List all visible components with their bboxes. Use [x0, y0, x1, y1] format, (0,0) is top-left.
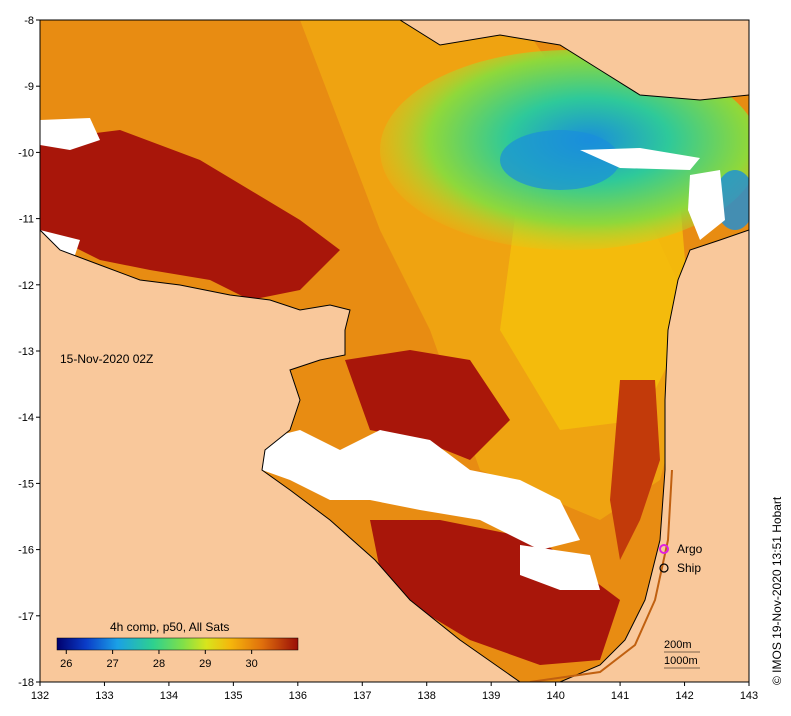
legend-argo-label: Argo [677, 542, 703, 556]
lon-tick-label: 132 [31, 690, 49, 702]
lat-tick-label: -11 [19, 214, 34, 226]
depth-contour [529, 469, 673, 682]
lon-tick-label: 134 [160, 690, 178, 702]
land-cape-york [560, 230, 749, 682]
coastline-north [399, 20, 749, 101]
land-northern-territory [40, 230, 520, 682]
legend-ship-label: Ship [677, 561, 701, 575]
colorbar-title: 4h comp, p50, All Sats [110, 620, 229, 634]
land-new-guinea [400, 20, 749, 100]
lat-tick-label: -17 [18, 611, 34, 623]
colorbar-tick-label: 28 [153, 658, 165, 670]
cloud-patch [580, 148, 700, 170]
cloud-patch [688, 170, 725, 240]
lat-tick-label: -10 [18, 147, 34, 159]
colorbar-tick-label: 30 [246, 658, 258, 670]
sst-hot-west [40, 130, 340, 300]
lon-tick-label: 143 [740, 690, 758, 702]
colorbar-tick-label: 26 [60, 658, 72, 670]
lon-tick-label: 133 [95, 690, 113, 702]
lon-tick-label: 139 [482, 690, 500, 702]
cloud-patch [520, 545, 600, 590]
colorbar [56, 637, 299, 651]
coastline-east [559, 229, 749, 682]
lat-tick-label: -15 [18, 478, 34, 490]
colorbar-tick-label: 27 [106, 658, 118, 670]
lon-tick-label: 136 [289, 690, 307, 702]
lon-tick-label: 142 [675, 690, 693, 702]
cloud-patch [40, 118, 100, 150]
plot-area [40, 20, 749, 682]
depth-1000m-label: 1000m [664, 655, 698, 667]
lat-tick-label: -13 [18, 346, 34, 358]
colorbar-ticks: 26 27 28 29 30 [60, 650, 258, 670]
longitude-axis: 132 133 134 135 136 137 138 139 140 141 142 143 [31, 682, 758, 702]
lon-tick-label: 140 [546, 690, 564, 702]
coastline-west [40, 229, 521, 682]
argo-marker-icon [659, 544, 669, 554]
lat-tick-label: -9 [24, 81, 34, 93]
depth-200m-label: 200m [664, 639, 692, 651]
lat-tick-label: -18 [18, 677, 34, 689]
sst-cold-core [500, 130, 620, 190]
cloud-patch [260, 430, 580, 550]
lat-tick-label: -8 [24, 15, 34, 27]
lon-tick-label: 137 [353, 690, 371, 702]
lat-tick-label: -14 [18, 412, 34, 424]
credit-label: © IMOS 19-Nov-2020 13:51 Hobart [770, 496, 784, 685]
date-label: 15-Nov-2020 02Z [60, 352, 153, 366]
colorbar-tick-label: 29 [199, 658, 211, 670]
sst-hot-east-coast [610, 380, 660, 560]
latitude-axis: -8 -9 -10 -11 -12 -13 -14 -15 -16 -17 -18 [18, 15, 40, 689]
lat-tick-label: -16 [18, 545, 34, 557]
ship-marker-icon [659, 563, 669, 573]
lon-tick-label: 138 [418, 690, 436, 702]
lon-tick-label: 135 [224, 690, 242, 702]
lon-tick-label: 141 [611, 690, 629, 702]
lat-tick-label: -12 [18, 280, 34, 292]
